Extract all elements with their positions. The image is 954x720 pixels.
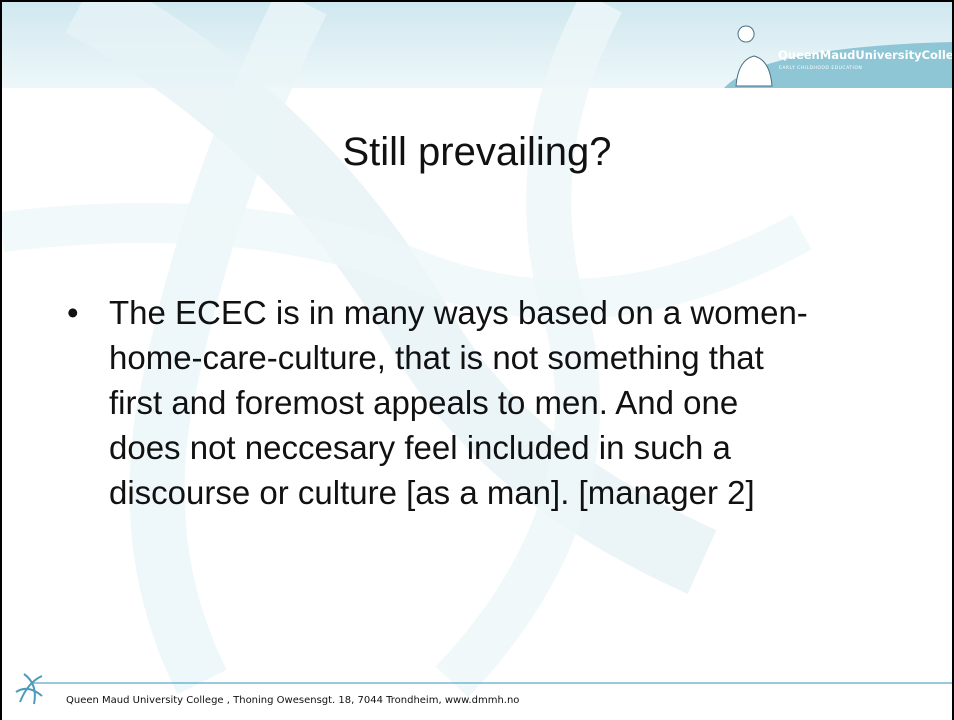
logo-subtitle: EARLY CHILDHOOD EDUCATION bbox=[779, 66, 862, 71]
footer-logo bbox=[16, 674, 42, 704]
logo-name: QueenMaudUniversityCollege bbox=[778, 48, 954, 62]
footer-text: Queen Maud University College , Thoning … bbox=[66, 695, 519, 706]
bullet-line: discourse or culture [as a man]. [manage… bbox=[62, 470, 808, 515]
bullet-text: discourse or culture [as a man]. [manage… bbox=[109, 474, 755, 511]
bullet-list: • The ECEC is in many ways based on a wom… bbox=[62, 290, 808, 515]
bullet-text: The ECEC is in many ways based on a wome… bbox=[109, 294, 808, 331]
bullet-line: • The ECEC is in many ways based on a wom… bbox=[62, 290, 808, 335]
bullet-line: first and foremost appeals to men. And o… bbox=[62, 380, 808, 425]
bullet-line: does not neccesary feel included in such… bbox=[62, 425, 808, 470]
bullet-text: does not neccesary feel included in such… bbox=[109, 429, 731, 466]
slide-title: Still prevailing? bbox=[2, 130, 952, 175]
bullet-text: home-care-culture, that is not something… bbox=[109, 339, 764, 376]
slide: QueenMaudUniversityCollege EARLY CHILDHO… bbox=[0, 0, 954, 720]
bullet-line: home-care-culture, that is not something… bbox=[62, 335, 808, 380]
bullet-marker: • bbox=[67, 290, 79, 335]
bullet-text: first and foremost appeals to men. And o… bbox=[109, 384, 738, 421]
